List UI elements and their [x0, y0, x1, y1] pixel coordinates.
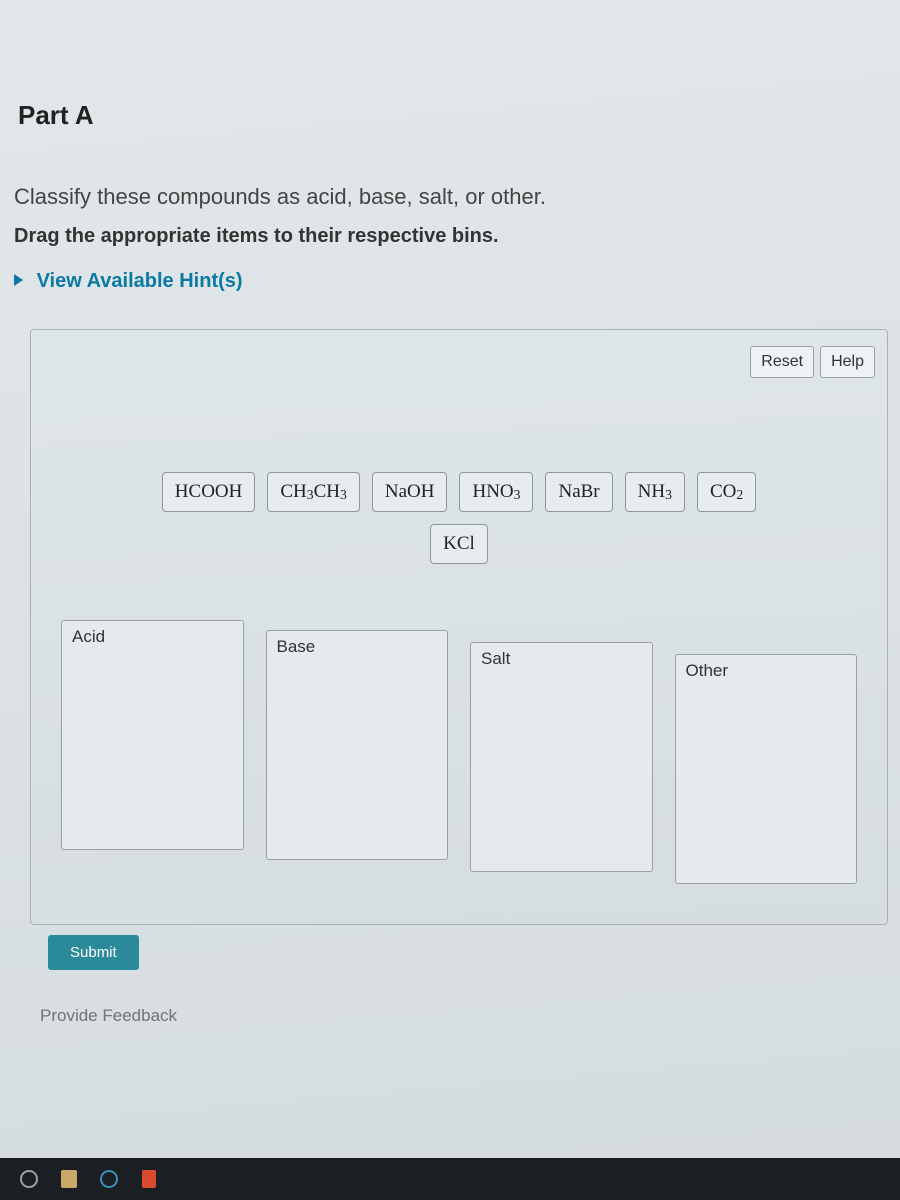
- triangle-right-icon: [14, 274, 23, 286]
- drop-bin[interactable]: Base: [266, 630, 449, 860]
- compound-chip[interactable]: NH3: [625, 472, 685, 512]
- help-button[interactable]: Help: [820, 346, 875, 378]
- bin-label: Acid: [72, 627, 105, 647]
- hints-row: View Available Hint(s): [0, 252, 900, 301]
- os-taskbar: [0, 1158, 900, 1200]
- taskbar-icon-2[interactable]: [58, 1168, 80, 1190]
- compound-chip[interactable]: CO2: [697, 472, 756, 512]
- taskbar-icon-1[interactable]: [18, 1168, 40, 1190]
- bin-label: Other: [686, 661, 729, 681]
- provide-feedback-link[interactable]: Provide Feedback: [0, 970, 900, 1026]
- compound-chip[interactable]: KCl: [430, 524, 488, 564]
- compound-chip[interactable]: HCOOH: [162, 472, 256, 512]
- bin-label: Base: [277, 637, 316, 657]
- drag-drop-workspace: Reset Help HCOOH CH3CH3 NaOH HNO3 NaBr NH3 CO2…: [30, 329, 888, 925]
- below-workspace: Submit: [0, 925, 900, 970]
- compound-chip[interactable]: HNO3: [459, 472, 533, 512]
- instruction-text: Drag the appropriate items to their resp…: [0, 217, 900, 252]
- taskbar-icon-4[interactable]: [138, 1168, 160, 1190]
- compound-chip[interactable]: NaBr: [545, 472, 612, 512]
- compound-chips-area: HCOOH CH3CH3 NaOH HNO3 NaBr NH3 CO2 KCl: [31, 386, 887, 590]
- question-text: Classify these compounds as acid, base, …: [0, 151, 900, 217]
- drop-bin[interactable]: Salt: [470, 642, 653, 872]
- compound-chip[interactable]: CH3CH3: [267, 472, 360, 512]
- bin-label: Salt: [481, 649, 510, 669]
- taskbar-icon-3[interactable]: [98, 1168, 120, 1190]
- view-hints-link[interactable]: View Available Hint(s): [14, 270, 243, 292]
- drop-bin[interactable]: Other: [675, 654, 858, 884]
- drop-bin[interactable]: Acid: [61, 620, 244, 850]
- compound-chip[interactable]: NaOH: [372, 472, 448, 512]
- part-title: Part A: [0, 0, 900, 151]
- submit-button[interactable]: Submit: [48, 935, 139, 970]
- reset-button[interactable]: Reset: [750, 346, 814, 378]
- workspace-toolbar: Reset Help: [31, 330, 887, 386]
- hints-label: View Available Hint(s): [37, 270, 243, 292]
- bins-row: Acid Base Salt Other: [31, 590, 887, 924]
